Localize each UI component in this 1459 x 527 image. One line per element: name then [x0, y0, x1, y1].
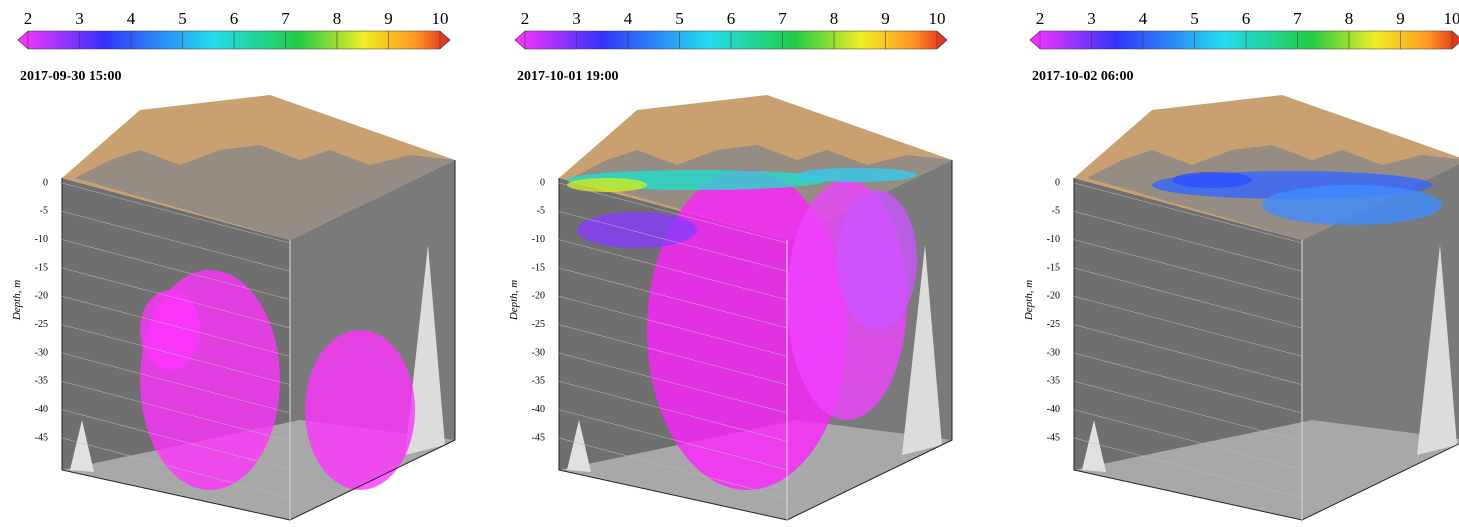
colorbar-tick-label: 6 — [1242, 9, 1251, 28]
colorbar-tick-label: 2 — [521, 9, 530, 28]
panel: 2 3 4 5 6 7 8 9 10 2017-09-30 15:00 0 -5 -10 -15 -20 -2… — [0, 0, 486, 527]
colorbar-tick-label: 5 — [178, 9, 187, 28]
depth-tick-label: -5 — [1052, 206, 1060, 217]
depth-tick-label: -10 — [35, 234, 48, 245]
depth-tick-label: -15 — [1047, 262, 1060, 273]
depth-label: Depth, m — [11, 280, 23, 321]
depth-tick-label: -10 — [532, 234, 545, 245]
colorbar-tick-label: 7 — [1293, 9, 1302, 28]
depth-tick-label: -10 — [1047, 234, 1060, 245]
colorbar-tick-label: 8 — [333, 9, 342, 28]
depth-tick-label: -15 — [532, 262, 545, 273]
depth-tick-label: -20 — [1047, 291, 1060, 302]
point-cloud — [1172, 172, 1252, 188]
depth-tick-label: -15 — [35, 262, 48, 273]
colorbar-tick-label: 3 — [75, 9, 84, 28]
depth-tick-label: -20 — [532, 291, 545, 302]
depth-tick-label: -5 — [537, 206, 545, 217]
depth-tick-label: -45 — [532, 432, 545, 443]
depth-tick-label: -25 — [1047, 319, 1060, 330]
panel-title: 2017-10-01 19:00 — [517, 69, 619, 84]
panel: 2 3 4 5 6 7 8 9 10 2017-10-01 19:00 0 -5 -10 -15 -20 -2… — [497, 0, 983, 527]
panel: 2 3 4 5 6 7 8 9 10 2017-10-02 06:00 0 -5 -10 -15 -20 -2… — [1012, 0, 1459, 527]
colorbar-tick-label: 4 — [127, 9, 136, 28]
depth-tick-label: -5 — [40, 206, 48, 217]
depth-tick-label: -45 — [35, 432, 48, 443]
colorbar-tick-label: 5 — [1190, 9, 1199, 28]
depth-tick-label: -30 — [35, 347, 48, 358]
colorbar-tick-label: 9 — [881, 9, 890, 28]
point-cloud — [797, 168, 917, 182]
point-cloud — [305, 330, 415, 490]
depth-tick-label: -35 — [532, 376, 545, 387]
figure: 2 3 4 5 6 7 8 9 10 2017-09-30 15:00 0 -5 -10 -15 -20 -2… — [0, 0, 1459, 527]
colorbar-tick-label: 7 — [778, 9, 787, 28]
colorbar-tick-label: 7 — [281, 9, 290, 28]
colorbar-tick-label: 4 — [624, 9, 633, 28]
depth-tick-label: 0 — [43, 177, 48, 188]
depth-tick-label: -30 — [532, 347, 545, 358]
depth-tick-label: -35 — [35, 376, 48, 387]
depth-label: Depth, m — [1023, 280, 1035, 321]
colorbar — [1030, 31, 1459, 49]
depth-tick-label: -25 — [532, 319, 545, 330]
colorbar-tick-label: 9 — [384, 9, 393, 28]
colorbar-tick-label: 9 — [1396, 9, 1405, 28]
colorbar-tick-label: 2 — [1036, 9, 1045, 28]
depth-tick-label: -40 — [1047, 404, 1060, 415]
depth-tick-label: -20 — [35, 291, 48, 302]
colorbar-tick-label: 6 — [230, 9, 239, 28]
depth-tick-label: -35 — [1047, 376, 1060, 387]
panel-title: 2017-10-02 06:00 — [1032, 69, 1134, 84]
point-cloud — [567, 178, 647, 192]
depth-tick-label: -45 — [1047, 432, 1060, 443]
depth-tick-label: -40 — [532, 404, 545, 415]
colorbar-tick-label: 10 — [1444, 9, 1459, 28]
colorbar-tick-label: 10 — [432, 9, 449, 28]
depth-tick-label: -40 — [35, 404, 48, 415]
depth-tick-label: 0 — [1055, 177, 1060, 188]
point-cloud — [577, 212, 697, 248]
panel-title: 2017-09-30 15:00 — [20, 69, 122, 84]
depth-tick-label: -30 — [1047, 347, 1060, 358]
depth-label: Depth, m — [508, 280, 520, 321]
colorbar-tick-label: 3 — [572, 9, 581, 28]
colorbar-tick-label: 4 — [1139, 9, 1148, 28]
depth-tick-label: 0 — [540, 177, 545, 188]
colorbar-tick-label: 2 — [24, 9, 33, 28]
colorbar-tick-label: 10 — [929, 9, 946, 28]
colorbar-tick-label: 5 — [675, 9, 684, 28]
colorbar-tick-label: 8 — [1345, 9, 1354, 28]
colorbar-tick-label: 8 — [830, 9, 839, 28]
depth-tick-label: -25 — [35, 319, 48, 330]
colorbar-tick-label: 3 — [1087, 9, 1096, 28]
colorbar-tick-label: 6 — [727, 9, 736, 28]
point-cloud — [1262, 185, 1442, 225]
point-cloud — [837, 190, 917, 330]
